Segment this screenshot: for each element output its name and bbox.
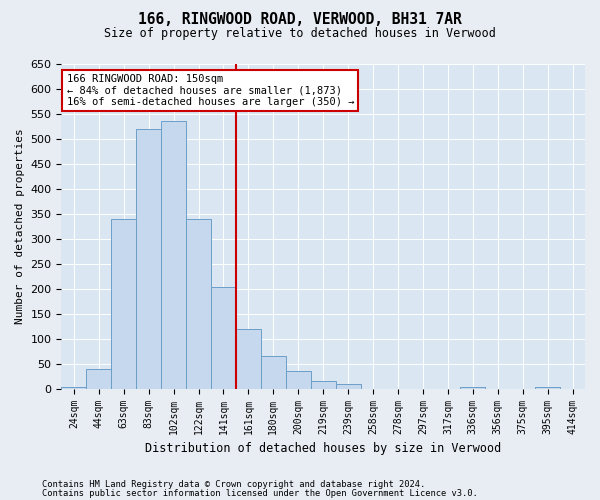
Text: 166 RINGWOOD ROAD: 150sqm
← 84% of detached houses are smaller (1,873)
16% of se: 166 RINGWOOD ROAD: 150sqm ← 84% of detac…	[67, 74, 354, 107]
Text: 166, RINGWOOD ROAD, VERWOOD, BH31 7AR: 166, RINGWOOD ROAD, VERWOOD, BH31 7AR	[138, 12, 462, 28]
Bar	[261, 356, 286, 388]
Bar	[311, 381, 335, 388]
Y-axis label: Number of detached properties: Number of detached properties	[15, 128, 25, 324]
Text: Contains HM Land Registry data © Crown copyright and database right 2024.: Contains HM Land Registry data © Crown c…	[42, 480, 425, 489]
Bar	[111, 219, 136, 388]
Text: Contains public sector information licensed under the Open Government Licence v3: Contains public sector information licen…	[42, 488, 478, 498]
Bar	[61, 387, 86, 388]
Bar	[335, 384, 361, 388]
Bar	[161, 122, 186, 388]
Bar	[286, 371, 311, 388]
Bar	[211, 288, 236, 388]
X-axis label: Distribution of detached houses by size in Verwood: Distribution of detached houses by size …	[145, 442, 502, 455]
Bar	[86, 368, 111, 388]
Bar	[236, 329, 261, 388]
Bar	[186, 219, 211, 388]
Text: Size of property relative to detached houses in Verwood: Size of property relative to detached ho…	[104, 28, 496, 40]
Bar	[460, 387, 485, 388]
Bar	[535, 387, 560, 388]
Bar	[136, 129, 161, 388]
